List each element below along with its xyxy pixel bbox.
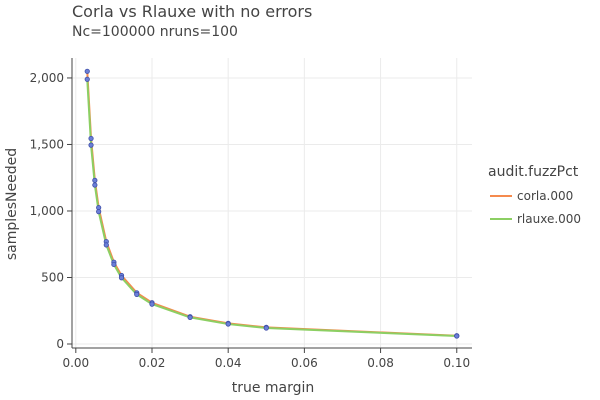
x-tick-label: 0.02 [139, 356, 166, 370]
legend-item-rlauxe[interactable]: rlauxe.000 [490, 212, 581, 226]
data-point-corla[interactable] [84, 68, 90, 74]
data-points [84, 68, 460, 339]
data-point-rlauxe[interactable] [96, 209, 102, 215]
legend-label-rlauxe: rlauxe.000 [517, 212, 581, 226]
data-point-rlauxe[interactable] [225, 321, 231, 327]
y-tick-label: 1,000 [30, 204, 64, 218]
series-line-corla[interactable] [86, 70, 458, 337]
x-axis: 0.00 0.02 0.04 0.06 0.08 0.10 [62, 347, 472, 370]
x-tick-label: 0.10 [443, 356, 470, 370]
chart-title: Corla vs Rlauxe with no errors [72, 2, 312, 21]
data-point-rlauxe[interactable] [103, 242, 109, 248]
y-axis: 0 500 1,000 1,500 2,000 [30, 58, 73, 351]
series-lines [86, 70, 458, 338]
legend-item-corla[interactable]: corla.000 [490, 189, 573, 203]
x-tick-label: 0.08 [367, 356, 394, 370]
data-point-rlauxe[interactable] [84, 76, 90, 82]
y-axis-title: samplesNeeded [4, 148, 20, 260]
data-point-rlauxe[interactable] [263, 325, 269, 331]
data-point-corla[interactable] [92, 177, 98, 183]
data-point-rlauxe[interactable] [88, 142, 94, 148]
data-point-rlauxe[interactable] [134, 291, 140, 297]
y-tick-label: 2,000 [30, 71, 64, 85]
legend-label-corla: corla.000 [517, 189, 573, 203]
data-point-rlauxe[interactable] [92, 182, 98, 188]
data-point-rlauxe[interactable] [111, 261, 117, 268]
x-axis-title: true margin [232, 380, 315, 396]
gridlines [72, 58, 472, 348]
y-tick-label: 500 [41, 270, 64, 284]
x-tick-label: 0.06 [291, 356, 318, 370]
chart-subtitle: Nc=100000 nruns=100 [72, 24, 238, 40]
y-tick-label: 0 [56, 337, 64, 351]
data-point-rlauxe[interactable] [187, 314, 193, 321]
x-tick-label: 0.04 [215, 356, 242, 370]
data-point-corla[interactable] [88, 135, 94, 142]
series-line-rlauxe[interactable] [86, 78, 458, 338]
legend-title: audit.fuzzPct [488, 164, 579, 180]
data-point-rlauxe[interactable] [149, 301, 155, 307]
y-tick-label: 1,500 [30, 137, 64, 151]
x-tick-label: 0.00 [62, 356, 89, 370]
data-point-rlauxe[interactable] [454, 333, 460, 339]
legend: audit.fuzzPct corla.000 rlauxe.000 [488, 164, 581, 226]
data-point-rlauxe[interactable] [118, 275, 125, 281]
